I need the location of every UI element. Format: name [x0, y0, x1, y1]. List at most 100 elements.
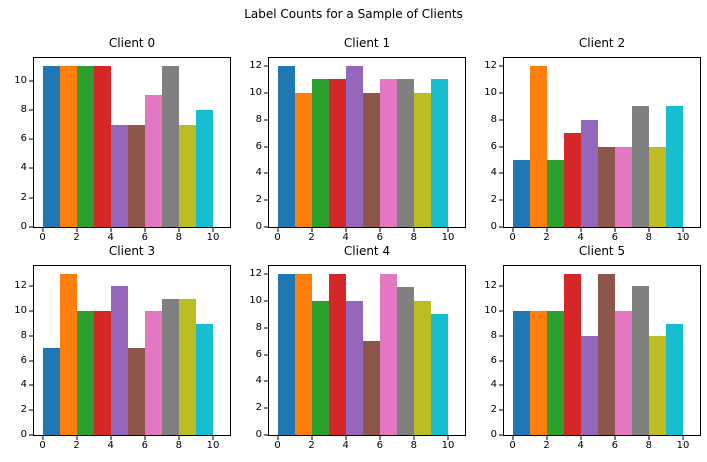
- axes-client-1: 0 2 4 6 8 10 0 2 4 6 8 10 12: [249, 57, 466, 243]
- y-tick: [499, 434, 503, 436]
- x-tick: [413, 228, 415, 232]
- bar-client2-label0: [512, 159, 530, 227]
- bar-client4-label1: [294, 274, 312, 435]
- y-tick: [264, 434, 268, 436]
- y-tick-label: 4: [490, 167, 497, 179]
- bar-client1-label9: [430, 79, 448, 227]
- x-tick: [546, 228, 548, 232]
- bar-client0-label6: [144, 95, 162, 227]
- bar-client1-label5: [362, 92, 380, 227]
- bar-client4-label3: [328, 274, 346, 435]
- bar-client2-label8: [648, 146, 666, 227]
- y-tick-label: 8: [255, 113, 262, 125]
- plot-title-client-4: Client 4: [343, 244, 391, 258]
- bar-client4-label0: [277, 274, 295, 435]
- x-tick: [447, 228, 449, 232]
- x-tick: [110, 228, 112, 232]
- x-tick: [277, 228, 279, 232]
- y-tick-label: 0: [490, 221, 497, 232]
- y-tick: [264, 199, 268, 201]
- x-tick-label: 2: [73, 440, 80, 451]
- y-tick: [29, 80, 33, 82]
- x-tick-label: 10: [441, 440, 455, 451]
- axes-client-5: 0 2 4 6 8 10 0 2 4 6 8 10 12: [484, 265, 701, 451]
- bar-client5-label7: [631, 286, 649, 435]
- bar-client0-label3: [93, 66, 111, 227]
- bar-client2-label6: [614, 146, 632, 227]
- y-tick: [264, 273, 268, 275]
- y-tick-label: 4: [255, 375, 262, 387]
- bar-client3-label5: [127, 348, 145, 435]
- x-tick-label: 10: [676, 440, 690, 451]
- y-tick: [499, 172, 503, 174]
- y-tick-label: 6: [255, 348, 262, 360]
- bar-client3-label3: [93, 311, 111, 435]
- x-tick: [76, 228, 78, 232]
- bar-client4-label9: [430, 314, 448, 435]
- plot-title-client-5: Client 5: [578, 244, 626, 258]
- y-tick-label: 10: [249, 86, 262, 98]
- bar-client3-label6: [144, 311, 162, 435]
- y-tick-label: 0: [20, 429, 27, 440]
- x-tick: [212, 436, 214, 440]
- x-tick-label: 6: [141, 232, 148, 243]
- y-tick-label: 10: [484, 305, 497, 317]
- y-tick-label: 4: [20, 162, 27, 174]
- bar-client2-label9: [665, 106, 683, 227]
- y-tick-label: 2: [490, 194, 497, 206]
- y-tick-label: 2: [20, 191, 27, 203]
- y-tick: [264, 172, 268, 174]
- y-tick-label: 6: [255, 140, 262, 152]
- axes-client-3: 0 2 4 6 8 10 0 2 4 6 8 10 12: [14, 265, 231, 451]
- y-tick: [29, 360, 33, 362]
- x-tick-label: 8: [175, 440, 183, 451]
- bar-client3-label2: [76, 311, 94, 435]
- bar-client5-label9: [665, 323, 683, 435]
- x-tick-label: 4: [342, 440, 349, 451]
- y-tick: [29, 226, 33, 228]
- x-tick: [379, 228, 381, 232]
- y-tick-label: 12: [249, 60, 262, 72]
- y-tick: [499, 360, 503, 362]
- x-tick-label: 2: [308, 232, 315, 243]
- y-tick: [499, 119, 503, 121]
- y-tick-label: 4: [20, 379, 27, 391]
- y-tick: [264, 300, 268, 302]
- y-tick: [264, 354, 268, 356]
- x-tick: [212, 228, 214, 232]
- y-tick: [264, 327, 268, 329]
- y-tick: [29, 409, 33, 411]
- bar-client5-label1: [529, 311, 547, 435]
- x-tick-label: 2: [308, 440, 315, 451]
- x-tick: [345, 436, 347, 440]
- x-tick-label: 6: [611, 440, 618, 451]
- y-tick-label: 6: [20, 354, 27, 366]
- bar-client3-label4: [110, 286, 128, 435]
- x-tick-label: 10: [206, 232, 220, 243]
- bar-client1-label4: [345, 66, 363, 227]
- x-tick-label: 8: [410, 232, 418, 243]
- y-tick-label: 2: [255, 402, 262, 414]
- bar-client1-label2: [311, 79, 329, 227]
- x-tick-label: 0: [509, 440, 516, 451]
- bar-client2-label5: [597, 146, 615, 227]
- bar-client4-label5: [362, 341, 380, 435]
- x-tick-label: 10: [441, 232, 455, 243]
- x-tick-label: 0: [274, 440, 281, 451]
- y-tick-label: 2: [255, 194, 262, 206]
- axes-client-0: 0 2 4 6 8 10 0 2 4 6 8 10: [14, 57, 231, 243]
- x-tick-label: 6: [376, 440, 383, 451]
- y-tick-label: 2: [20, 404, 27, 416]
- y-tick-label: 8: [490, 329, 497, 341]
- y-tick: [264, 407, 268, 409]
- bar-client4-label2: [311, 300, 329, 435]
- y-tick-label: 10: [249, 294, 262, 306]
- figure-suptitle: Label Counts for a Sample of Clients: [244, 7, 463, 21]
- y-tick: [29, 384, 33, 386]
- x-tick: [345, 228, 347, 232]
- x-tick: [110, 436, 112, 440]
- x-tick: [580, 228, 582, 232]
- y-tick: [264, 65, 268, 67]
- x-tick: [144, 228, 146, 232]
- y-tick-label: 12: [484, 60, 497, 72]
